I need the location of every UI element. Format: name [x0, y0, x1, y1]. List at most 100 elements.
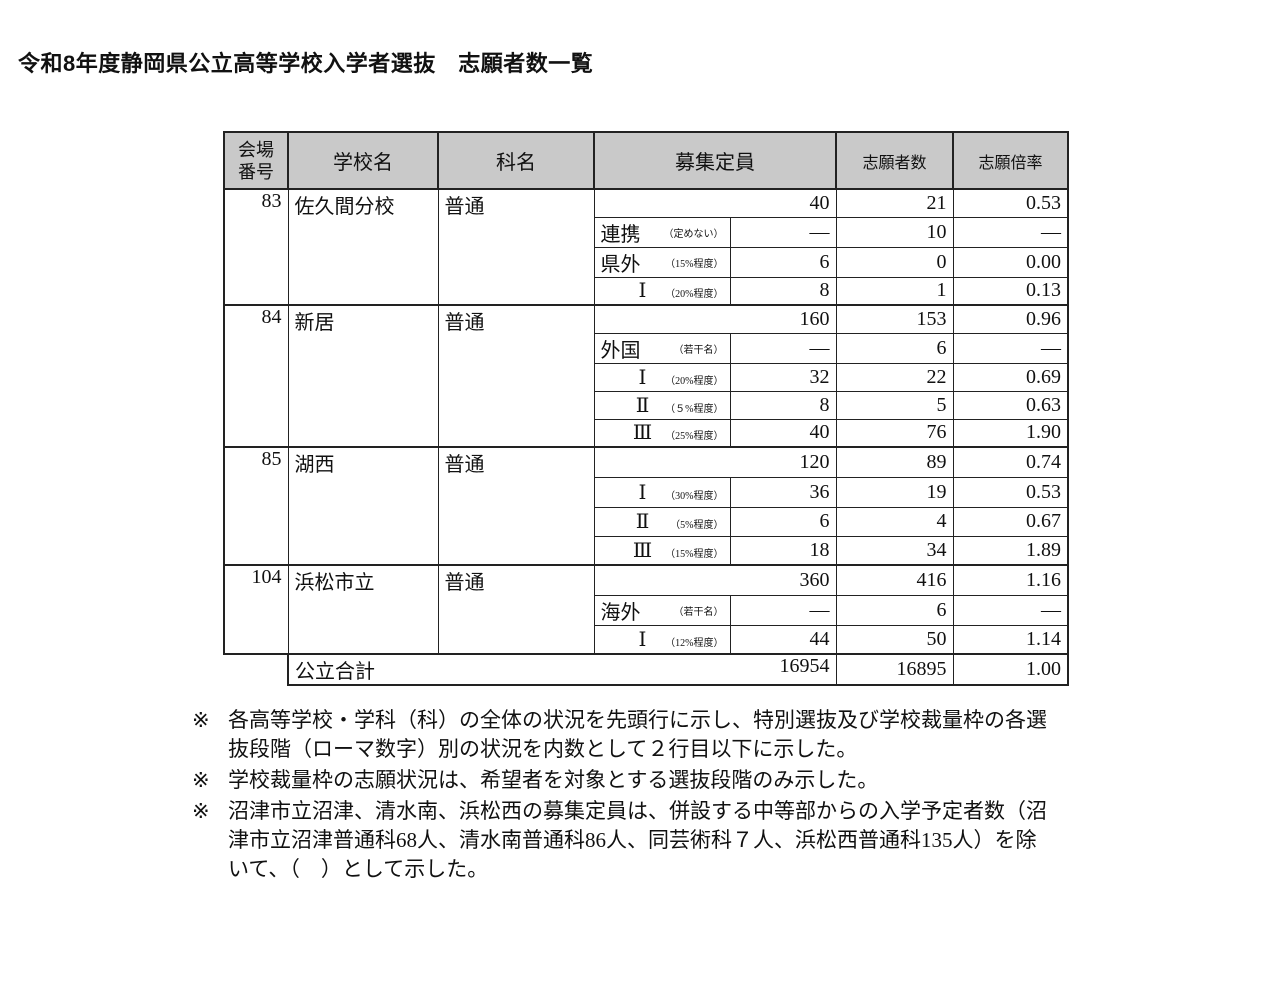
applicants: 34 — [835, 535, 954, 566]
capacity: 36 — [729, 476, 837, 508]
ratio: 1.16 — [952, 564, 1069, 596]
capacity: 44 — [729, 624, 837, 655]
ratio: ― — [952, 594, 1069, 626]
applicants-table: 会場 番号 学校名 科名 募集定員 志願者数 志願倍率 83 佐久間分校 普通 40 21… — [223, 131, 1069, 686]
table-row-sub: Ⅰ （30%程度） 36 19 0.53 — [224, 476, 1069, 508]
applicants: 6 — [835, 332, 954, 364]
applicants: 0 — [835, 246, 954, 278]
sub-category: 海外 （若干名） — [593, 594, 731, 626]
capacity: 18 — [729, 535, 837, 566]
applicants: 6 — [835, 594, 954, 626]
course-name: 普通 — [437, 304, 595, 448]
school-name: 湖西 — [287, 446, 439, 566]
venue-number: 85 — [223, 446, 289, 566]
table-row-sub: Ⅰ （20%程度） 32 22 0.69 — [224, 362, 1069, 392]
sub-category: Ⅱ （５%程度） — [593, 390, 731, 420]
sub-category: Ⅰ （12%程度） — [593, 624, 731, 655]
sub-category: Ⅰ （20%程度） — [593, 362, 731, 392]
header-applicants: 志願者数 — [835, 131, 954, 190]
header-venue: 会場 番号 — [223, 131, 289, 190]
capacity: 6 — [729, 506, 837, 537]
course-name: 普通 — [437, 188, 595, 306]
ratio: 0.00 — [952, 246, 1069, 278]
ratio: 1.90 — [952, 418, 1069, 448]
table-row-school: 83 佐久間分校 普通 40 21 0.53 — [223, 188, 1069, 306]
table-row-school: 84 新居 普通 160 153 0.96 — [223, 304, 1069, 448]
note-text: 沼津市立沼津、清水南、浜松西の募集定員は、併設する中等部からの入学予定者数（沼津… — [228, 799, 1047, 881]
capacity: 40 — [593, 188, 837, 218]
header-capacity: 募集定員 — [593, 131, 837, 190]
ratio: 0.53 — [952, 188, 1069, 218]
capacity: 8 — [729, 276, 837, 306]
ratio: ― — [952, 216, 1069, 248]
notes: ※ 各高等学校・学科（科）の全体の状況を先頭行に示し、特別選抜及び学校裁量枠の各選… — [192, 706, 1052, 886]
table-header: 会場 番号 学校名 科名 募集定員 志願者数 志願倍率 — [223, 131, 1069, 190]
applicants: 22 — [835, 362, 954, 392]
note-item: ※ 沼津市立沼津、清水南、浜松西の募集定員は、併設する中等部からの入学予定者数（沼… — [192, 797, 1052, 884]
table-row-sub: 県外 （15%程度） 6 0 0.00 — [224, 246, 1069, 278]
school-name: 浜松市立 — [287, 564, 439, 655]
applicants: 153 — [835, 304, 954, 334]
applicants: 416 — [835, 564, 954, 596]
ratio: 0.63 — [952, 390, 1069, 420]
applicants: 50 — [835, 624, 954, 655]
table-row-sub: Ⅲ （25%程度） 40 76 1.90 — [224, 418, 1069, 448]
note-text: 学校裁量枠の志願状況は、希望者を対象とする選抜段階のみ示した。 — [228, 768, 879, 792]
ratio: 0.53 — [952, 476, 1069, 508]
note-item: ※ 学校裁量枠の志願状況は、希望者を対象とする選抜段階のみ示した。 — [192, 766, 1052, 795]
table-row-sub: 海外 （若干名） ― 6 ― — [224, 594, 1069, 626]
note-mark: ※ — [192, 708, 210, 732]
header-course: 科名 — [437, 131, 595, 190]
page-title: 令和8年度静岡県公立高等学校入学者選抜 志願者数一覧 — [18, 51, 594, 76]
ratio: 1.14 — [952, 624, 1069, 655]
capacity: 8 — [729, 390, 837, 420]
applicants: 4 — [835, 506, 954, 537]
note-mark: ※ — [192, 799, 210, 823]
applicants: 76 — [835, 418, 954, 448]
venue-number: 83 — [223, 188, 289, 306]
table-row-school: 104 浜松市立 普通 360 416 1.16 — [223, 564, 1069, 655]
note-mark: ※ — [192, 768, 210, 792]
applicants: 5 — [835, 390, 954, 420]
ratio: 0.74 — [952, 446, 1069, 478]
ratio: 0.69 — [952, 362, 1069, 392]
applicants: 10 — [835, 216, 954, 248]
sub-category: 県外 （15%程度） — [593, 246, 731, 278]
sub-category: 連携 （定めない） — [593, 216, 731, 248]
applicants: 1 — [835, 276, 954, 306]
venue-number: 104 — [223, 564, 289, 655]
sub-category: Ⅲ （15%程度） — [593, 535, 731, 566]
course-name: 普通 — [437, 446, 595, 566]
capacity: 40 — [729, 418, 837, 448]
capacity: 6 — [729, 246, 837, 278]
ratio: 0.13 — [952, 276, 1069, 306]
venue-number: 84 — [223, 304, 289, 448]
ratio: ― — [952, 332, 1069, 364]
capacity: 32 — [729, 362, 837, 392]
note-text: 各高等学校・学科（科）の全体の状況を先頭行に示し、特別選抜及び学校裁量枠の各選抜… — [228, 708, 1047, 761]
ratio: 0.67 — [952, 506, 1069, 537]
capacity: 160 — [593, 304, 837, 334]
capacity: 120 — [593, 446, 837, 478]
applicants: 19 — [835, 476, 954, 508]
header-school: 学校名 — [287, 131, 439, 190]
header-ratio: 志願倍率 — [952, 131, 1069, 190]
table-row-sub: 連携 （定めない） ― 10 ― — [224, 216, 1069, 248]
table-row-total: 公立合計 16954 16895 1.00 — [224, 653, 1069, 686]
sub-category: Ⅱ （5%程度） — [593, 506, 731, 537]
table-row-school: 85 湖西 普通 120 89 0.74 — [223, 446, 1069, 566]
course-name: 普通 — [437, 564, 595, 655]
total-ratio: 1.00 — [952, 653, 1069, 686]
capacity: ― — [729, 216, 837, 248]
ratio: 1.89 — [952, 535, 1069, 566]
capacity: ― — [729, 332, 837, 364]
sub-category: Ⅰ （20%程度） — [593, 276, 731, 306]
sub-category: Ⅲ （25%程度） — [593, 418, 731, 448]
ratio: 0.96 — [952, 304, 1069, 334]
total-applicants: 16895 — [835, 653, 954, 686]
applicants: 89 — [835, 446, 954, 478]
sub-category: 外国 （若干名） — [593, 332, 731, 364]
school-name: 佐久間分校 — [287, 188, 439, 306]
capacity: ― — [729, 594, 837, 626]
applicants: 21 — [835, 188, 954, 218]
